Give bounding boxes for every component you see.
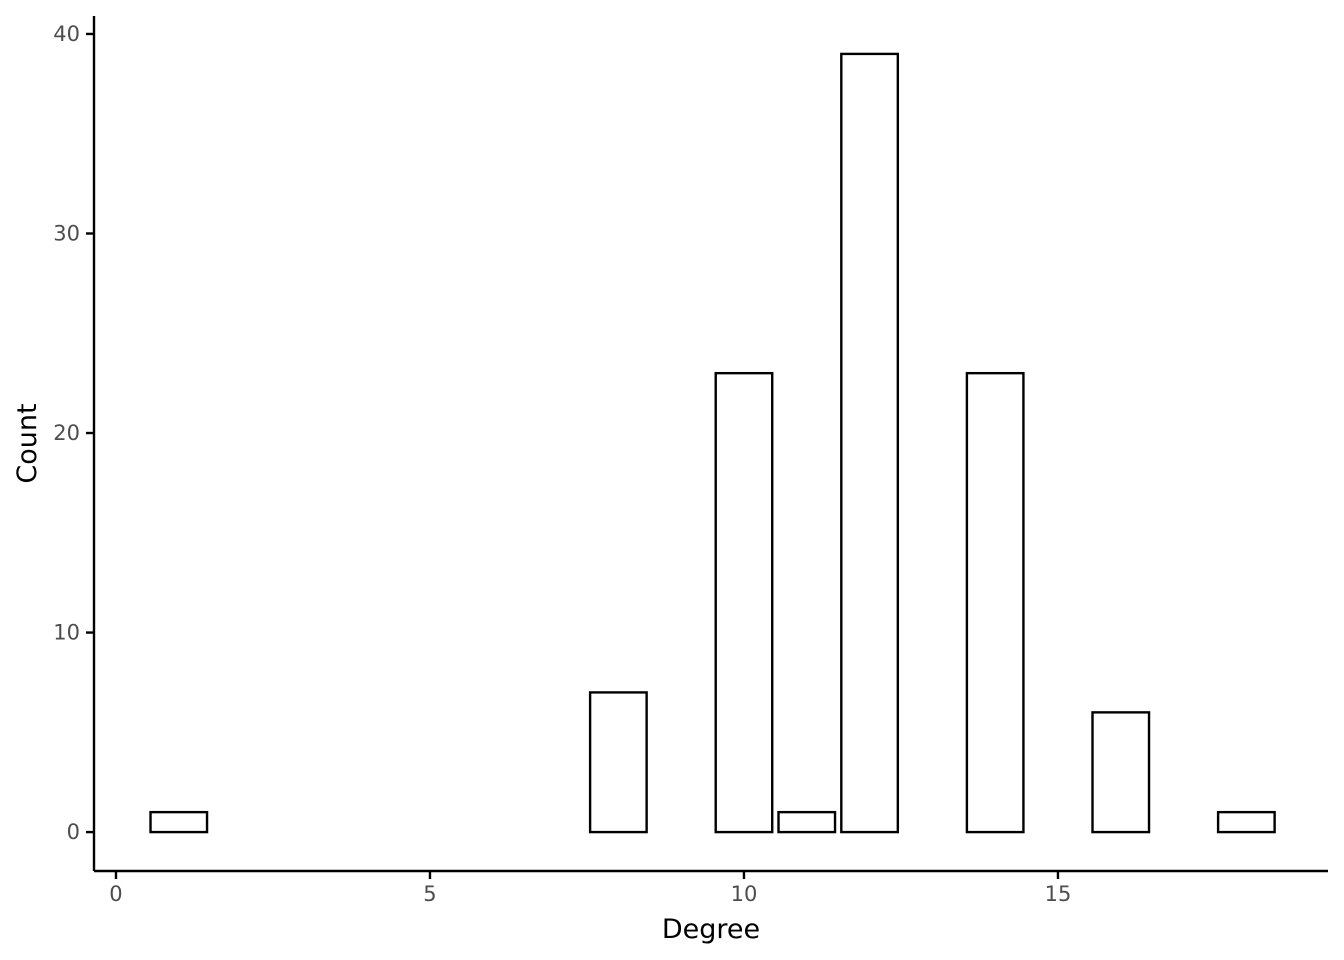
y-tick-label-30: 30	[53, 221, 80, 245]
x-axis-title: Degree	[662, 914, 760, 945]
y-tick-label-20: 20	[53, 421, 80, 445]
bar-degree-16	[1091, 711, 1151, 834]
x-tick-label-15: 15	[1045, 882, 1072, 906]
bar-degree-11	[777, 810, 837, 834]
y-tick-label-10: 10	[53, 621, 80, 645]
y-axis-ticks: 0 10 20 30 40	[53, 22, 94, 844]
bar-degree-1	[149, 810, 209, 834]
x-tick-label-5: 5	[423, 882, 436, 906]
y-tick-label-0: 0	[67, 820, 80, 844]
bar-degree-14	[965, 371, 1025, 834]
y-axis-title: Count	[12, 403, 43, 483]
bar-degree-10	[714, 371, 774, 834]
x-axis-ticks: 0 5 10 15	[109, 871, 1071, 906]
x-tick-label-0: 0	[109, 882, 122, 906]
bar-degree-12	[840, 52, 900, 834]
x-tick-label-10: 10	[731, 882, 758, 906]
bar-degree-8	[588, 691, 648, 834]
bars-group	[149, 52, 1276, 834]
y-tick-label-40: 40	[53, 22, 80, 46]
bar-degree-18	[1216, 810, 1276, 834]
